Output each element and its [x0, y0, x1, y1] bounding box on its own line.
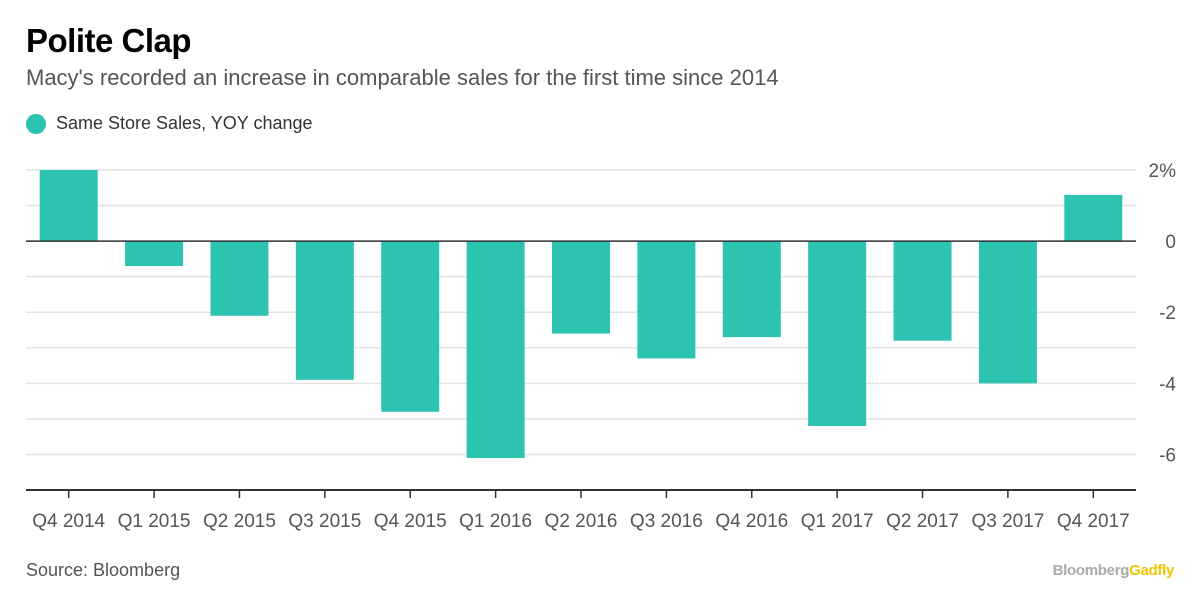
x-tick-label: Q2 2015: [203, 511, 276, 532]
y-tick-label: 0: [1165, 232, 1176, 253]
legend-label: Same Store Sales, YOY change: [56, 113, 313, 133]
x-tick-label: Q1 2015: [118, 511, 191, 532]
x-tick-label: Q4 2015: [374, 511, 447, 532]
bar: [722, 241, 781, 338]
bar: [210, 241, 269, 316]
bar: [808, 241, 867, 426]
bar: [893, 241, 952, 341]
x-tick-label: Q2 2016: [545, 511, 618, 532]
bar: [1064, 194, 1123, 242]
brand-logo: BloombergGadfly: [1052, 562, 1175, 579]
bar: [295, 241, 354, 380]
bar: [978, 241, 1037, 384]
chart-subtitle: Macy's recorded an increase in comparabl…: [26, 65, 779, 90]
bar: [637, 241, 696, 359]
source-note: Source: Bloomberg: [26, 560, 181, 580]
x-tick-label: Q3 2015: [288, 511, 361, 532]
x-tick-label: Q2 2017: [886, 511, 959, 532]
y-tick-label: -2: [1159, 303, 1176, 324]
bar: [125, 241, 184, 266]
x-tick-label: Q3 2017: [971, 511, 1044, 532]
x-tick-label: Q4 2016: [715, 511, 788, 532]
y-tick-label: -6: [1159, 445, 1176, 466]
bar: [381, 241, 440, 412]
chart-title: Polite Clap: [26, 22, 192, 59]
brand-part2: Gadfly: [1129, 562, 1174, 579]
legend-swatch: [26, 113, 46, 134]
x-tick-label: Q1 2017: [801, 511, 874, 532]
x-tick-label: Q3 2016: [630, 511, 703, 532]
brand-part1: Bloomberg: [1052, 562, 1130, 579]
bar: [552, 241, 610, 334]
y-tick-label: -4: [1159, 374, 1176, 395]
x-tick-label: Q4 2014: [32, 511, 105, 532]
bar: [466, 241, 525, 458]
x-tick-label: Q4 2017: [1057, 511, 1130, 532]
x-tick-label: Q1 2016: [459, 511, 532, 532]
legend: Same Store Sales, YOY change: [26, 113, 313, 134]
y-tick-label: 2%: [1149, 161, 1177, 182]
bar: [39, 170, 98, 242]
